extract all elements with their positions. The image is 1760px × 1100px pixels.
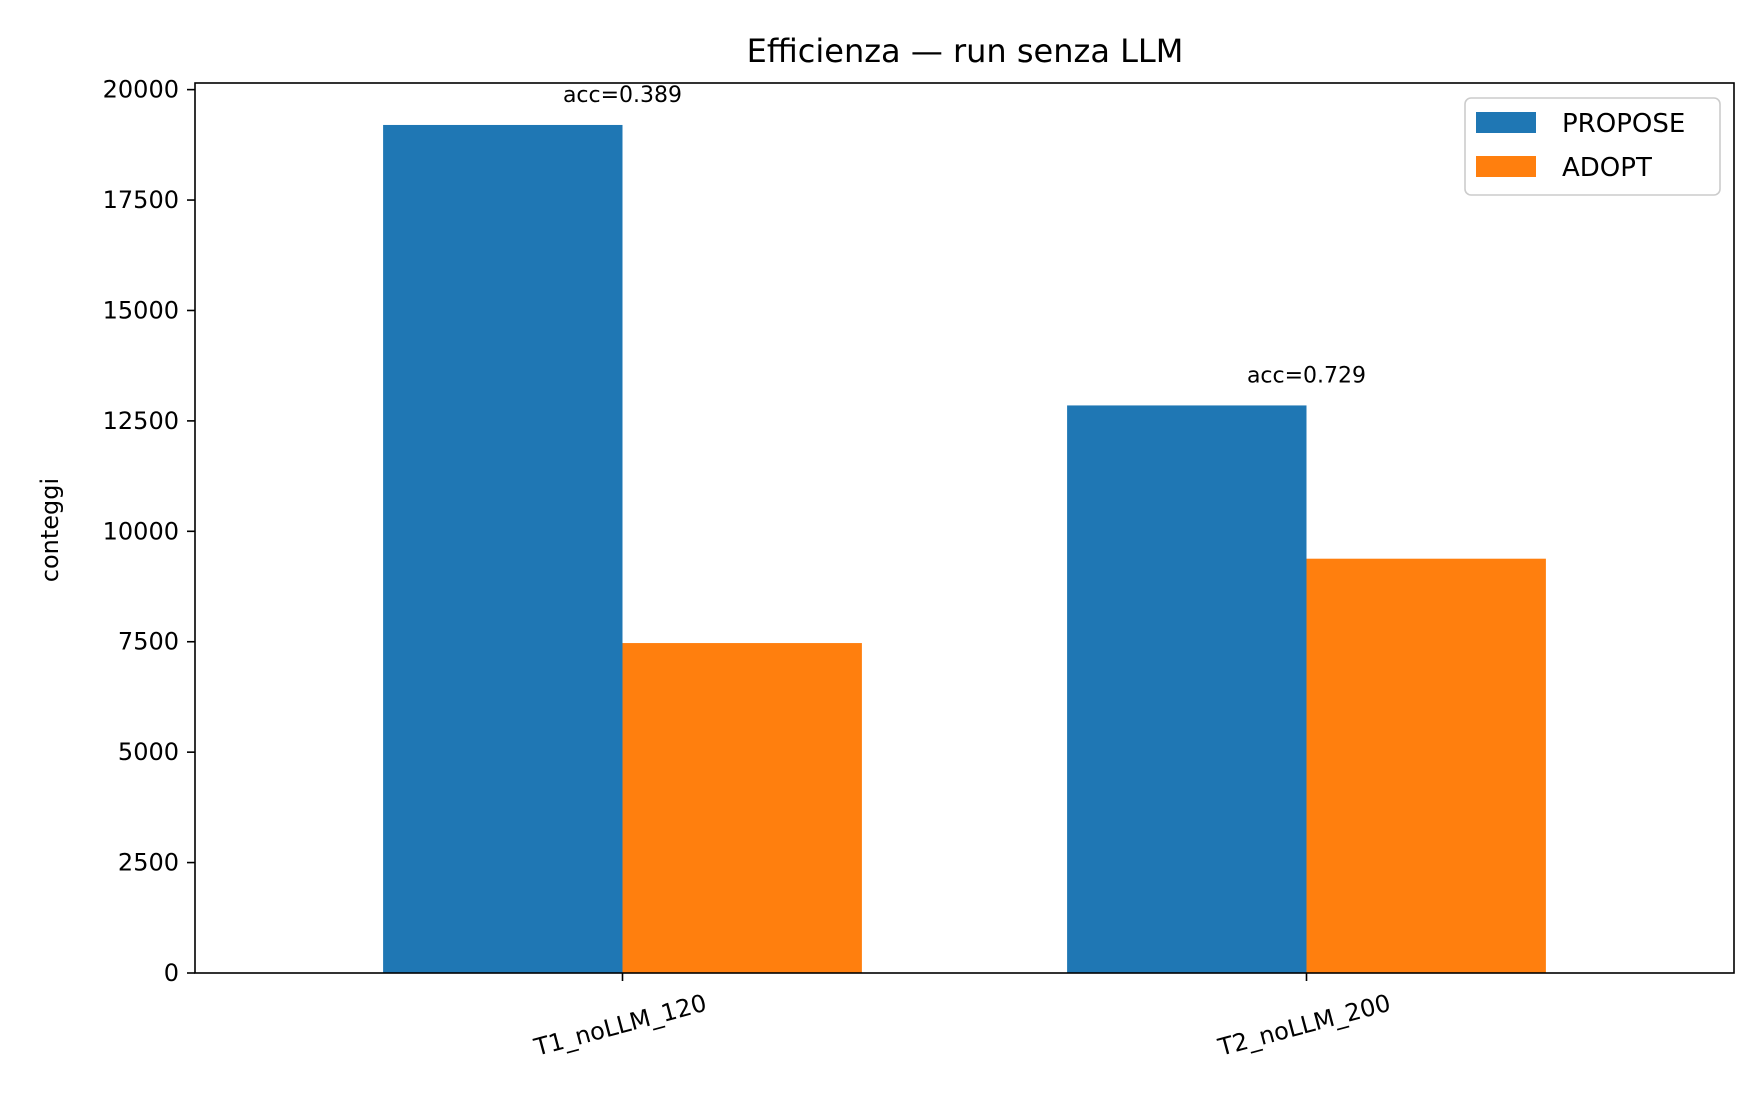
chart-title: Efficienza — run senza LLM xyxy=(747,32,1184,70)
legend-swatch-propose xyxy=(1476,112,1536,133)
x-tick-label: T2_noLLM_200 xyxy=(1214,989,1393,1062)
bars-layer xyxy=(383,124,1546,973)
y-tick-label: 17500 xyxy=(103,186,179,214)
x-axis: T1_noLLM_120 T2_noLLM_200 xyxy=(530,973,1394,1062)
y-tick-label: 5000 xyxy=(118,738,179,766)
legend: PROPOSE ADOPT xyxy=(1464,97,1721,196)
y-tick-label: 20000 xyxy=(103,76,179,104)
bar-propose-t1_nollm_120 xyxy=(383,124,623,973)
y-tick-label: 0 xyxy=(164,959,179,987)
y-tick-label: 7500 xyxy=(118,628,179,656)
y-tick-label: 2500 xyxy=(118,849,179,877)
annotation-t1_nollm_120: acc=0.389 xyxy=(563,83,682,108)
y-axis-label: conteggi xyxy=(36,478,64,582)
legend-label-propose: PROPOSE xyxy=(1562,109,1685,139)
plot-frame xyxy=(194,82,1735,974)
x-tick-label: T1_noLLM_120 xyxy=(530,989,709,1062)
bar-adopt-t1_nollm_120 xyxy=(622,643,862,973)
bar-propose-t2_nollm_200 xyxy=(1067,405,1307,973)
y-tick-label: 15000 xyxy=(103,296,179,324)
y-axis: 0 2500 5000 7500 10000 12500 15000 17500 20000 xyxy=(103,76,195,987)
bar-adopt-t2_nollm_200 xyxy=(1306,558,1546,973)
y-tick-label: 12500 xyxy=(103,407,179,435)
legend-label-adopt: ADOPT xyxy=(1562,153,1652,183)
legend-swatch-adopt xyxy=(1476,156,1536,177)
annotations-layer: acc=0.389 acc=0.729 xyxy=(563,83,1366,388)
annotation-t2_nollm_200: acc=0.729 xyxy=(1247,363,1366,388)
y-tick-label: 10000 xyxy=(103,517,179,545)
